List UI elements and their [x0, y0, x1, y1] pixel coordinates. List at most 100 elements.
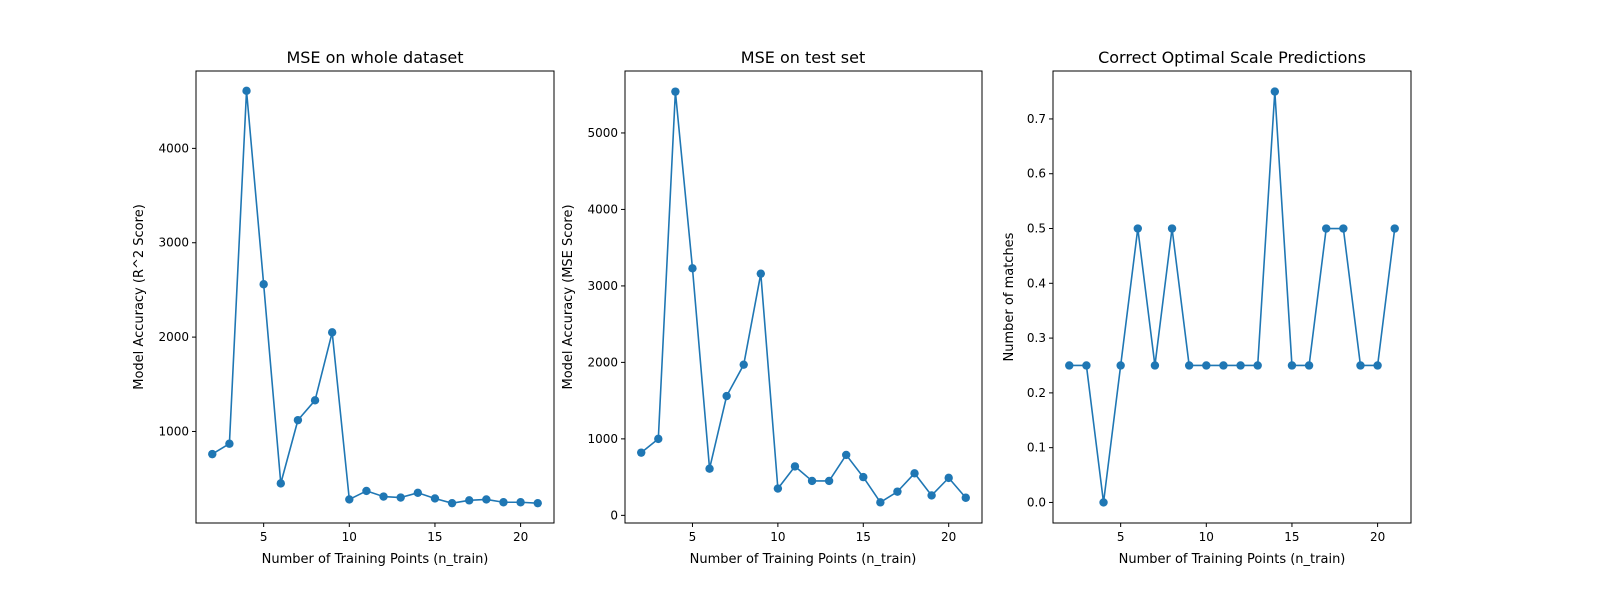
plot-area: 5 10 15 20 0.0 0.1 0.2 0.3 0.4 0.5 0.6 0.7: [1027, 87, 1399, 544]
data-point: [1304, 361, 1314, 370]
x-axis-label: Number of Training Points (n_train): [1119, 552, 1346, 567]
x-tick-label: 5: [689, 530, 697, 544]
data-point: [773, 484, 783, 493]
x-tick-label: 15: [1284, 530, 1299, 544]
data-point: [807, 476, 817, 486]
data-point: [739, 360, 748, 369]
x-tick-label: 20: [513, 530, 528, 544]
data-point: [1339, 224, 1348, 233]
x-tick-label: 15: [856, 530, 871, 544]
y-tick-label: 0: [610, 508, 618, 522]
data-point: [722, 391, 731, 401]
data-point: [276, 479, 285, 488]
x-tick-label: 10: [342, 530, 357, 544]
y-tick-label: 0.4: [1027, 276, 1046, 290]
data-point: [413, 488, 423, 498]
y-tick-label: 0.2: [1027, 386, 1046, 400]
axes-frame: [195, 70, 555, 524]
data-point: [1167, 224, 1177, 233]
data-point: [465, 496, 474, 505]
data-point: [1099, 498, 1108, 507]
y-tick-label: 4000: [587, 202, 618, 216]
subplot-whole-dataset: MSE on whole dataset 5 10 15 20 1000 2000 3000…: [132, 48, 555, 567]
data-point: [499, 498, 508, 507]
y-tick-label: 0.7: [1027, 112, 1046, 126]
data-point: [1150, 361, 1160, 370]
y-tick-label: 2000: [158, 330, 189, 344]
y-tick-label: 3000: [587, 279, 618, 293]
data-point: [927, 491, 936, 500]
data-point: [824, 476, 834, 486]
data-point: [362, 486, 371, 496]
data-point: [447, 498, 457, 508]
x-tick-label: 20: [1370, 530, 1385, 544]
data-point: [345, 495, 354, 504]
x-tick-label: 5: [260, 530, 268, 544]
data-point: [1236, 361, 1245, 370]
data-point: [1287, 361, 1297, 370]
data-point: [396, 493, 405, 502]
chart-title: MSE on test set: [741, 48, 865, 67]
data-point: [533, 498, 542, 508]
data-point: [671, 87, 680, 96]
y-tick-label: 0.1: [1027, 441, 1046, 455]
data-point: [1390, 224, 1399, 233]
data-point: [790, 462, 800, 471]
y-axis-label: Model Accuracy (R^2 Score): [132, 204, 147, 390]
x-tick-label: 20: [941, 530, 956, 544]
data-point: [1065, 361, 1074, 370]
y-tick-label: 0.6: [1027, 167, 1046, 181]
data-point: [654, 434, 663, 444]
data-point: [893, 487, 902, 496]
data-point: [910, 469, 919, 478]
subplot-optimal-scale: Correct Optimal Scale Predictions 5 10 15 2…: [1002, 48, 1412, 567]
data-point: [961, 493, 970, 502]
y-tick-label: 0.0: [1027, 495, 1046, 509]
data-point: [944, 473, 953, 483]
data-point: [225, 439, 234, 448]
axes-frame: [624, 70, 983, 524]
y-tick-label: 5000: [587, 126, 618, 140]
data-point: [1253, 361, 1262, 370]
data-point: [1202, 361, 1211, 370]
data-point: [208, 449, 217, 459]
data-point: [688, 264, 697, 273]
data-point: [310, 396, 320, 405]
x-tick-label: 10: [770, 530, 785, 544]
subplot-test-set: MSE on test set 5 10 15 20 0 1000 2000 3000 4000…: [561, 48, 983, 567]
y-tick-label: 4000: [158, 141, 189, 155]
x-tick-label: 5: [1117, 530, 1125, 544]
chart-title: Correct Optimal Scale Predictions: [1098, 48, 1366, 67]
data-point: [756, 269, 765, 278]
data-point: [379, 492, 388, 501]
y-tick-label: 3000: [158, 236, 189, 250]
data-point: [637, 448, 646, 457]
data-point: [1322, 224, 1331, 233]
data-point: [859, 472, 868, 482]
y-axis-label: Number of matches: [1002, 232, 1017, 361]
x-axis-label: Number of Training Points (n_train): [690, 552, 917, 567]
data-point: [293, 415, 303, 425]
y-tick-label: 0.3: [1027, 331, 1046, 345]
data-point: [259, 280, 268, 289]
data-point: [242, 86, 251, 96]
data-point: [705, 464, 714, 473]
data-point: [430, 494, 440, 503]
data-point: [1184, 361, 1194, 370]
data-point: [1133, 224, 1142, 233]
plot-area: 5 10 15 20 1000 2000 3000 4000: [158, 86, 542, 544]
data-point: [1116, 361, 1125, 370]
chart-title: MSE on whole dataset: [286, 48, 463, 67]
y-tick-label: 2000: [587, 355, 618, 369]
y-tick-label: 1000: [158, 424, 189, 438]
data-point: [516, 498, 525, 507]
x-axis-label: Number of Training Points (n_train): [262, 552, 489, 567]
y-tick-label: 0.5: [1027, 222, 1046, 236]
data-point: [876, 498, 885, 507]
y-axis-label: Model Accuracy (MSE Score): [561, 204, 576, 389]
data-point: [1270, 87, 1280, 96]
plot-area: 5 10 15 20 0 1000 2000 3000 4000 5000: [587, 87, 970, 544]
data-point: [1356, 361, 1365, 370]
